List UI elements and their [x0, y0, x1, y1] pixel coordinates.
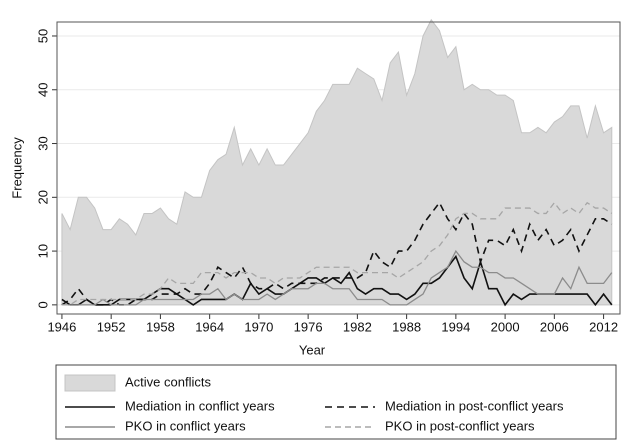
y-tick-label: 10	[35, 244, 50, 258]
x-tick-label: 1952	[97, 319, 126, 334]
y-tick-label: 50	[35, 29, 50, 43]
legend-swatch	[64, 374, 116, 392]
legend-label: Active conflicts	[125, 374, 211, 389]
x-tick-label: 1988	[392, 319, 421, 334]
x-tick-label: 2012	[589, 319, 618, 334]
line	[61, 201, 613, 306]
y-tick-label: 30	[35, 136, 50, 150]
x-axis-label: Year	[299, 342, 326, 357]
line	[61, 249, 613, 306]
x-tick-label: 1958	[146, 319, 175, 334]
x-tick-label: 1970	[244, 319, 273, 334]
legend-label: PKO in post-conflict years	[385, 418, 535, 433]
y-axis-label: Frequency	[9, 137, 24, 199]
x-tick-label: 1982	[343, 319, 372, 334]
y-tick-label: 0	[35, 301, 50, 308]
x-tick-label: 2006	[540, 319, 569, 334]
legend-label: PKO in conflict years	[125, 418, 246, 433]
y-tick-label: 40	[35, 83, 50, 97]
area	[61, 18, 613, 306]
line	[61, 201, 613, 306]
y-tick-label: 20	[35, 190, 50, 204]
x-tick-label: 1994	[441, 319, 470, 334]
legend-label: Mediation in post-conflict years	[385, 398, 564, 413]
plot-frame	[56, 21, 621, 315]
x-tick-label: 1976	[294, 319, 323, 334]
x-tick-label: 1946	[47, 319, 76, 334]
x-tick-label: 2000	[491, 319, 520, 334]
legend-label: Mediation in conflict years	[125, 398, 275, 413]
x-tick-label: 1964	[195, 319, 224, 334]
